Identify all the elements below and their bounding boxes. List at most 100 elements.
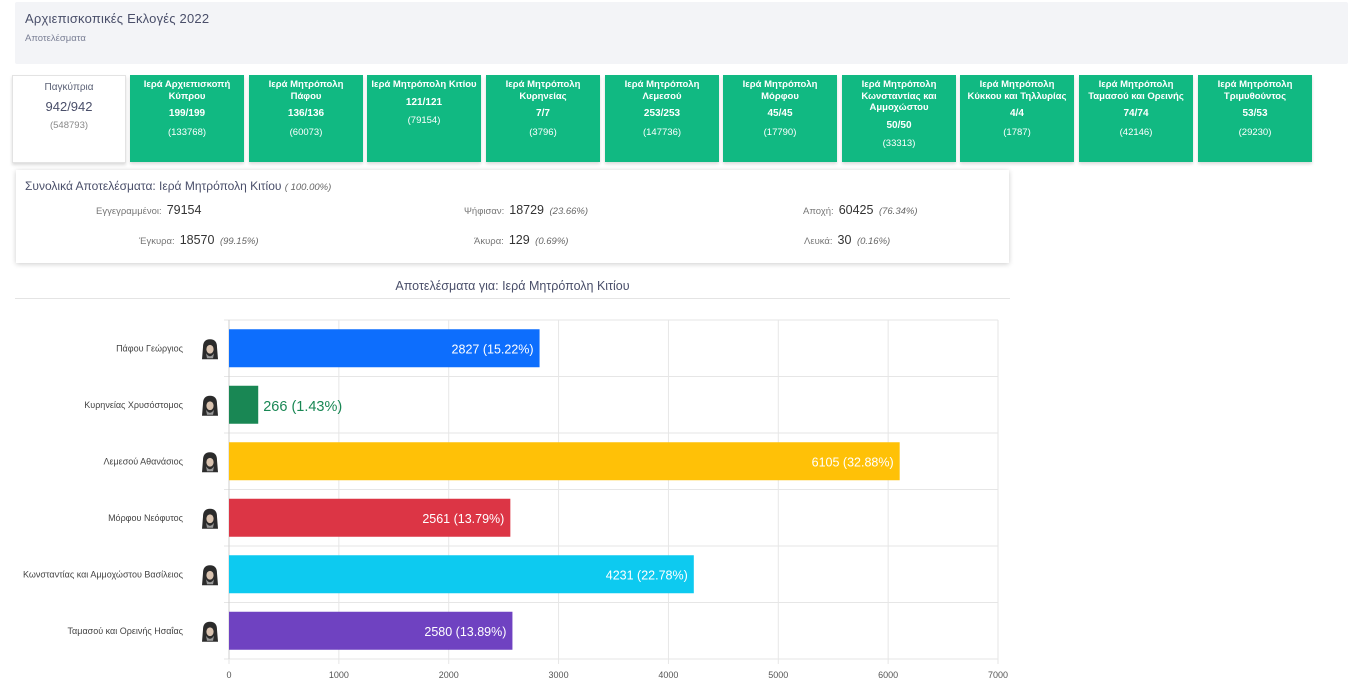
region-tile-votes: (1787) — [1003, 126, 1031, 138]
invalid-stat: Άκυρα: 129 (0.69%) — [474, 233, 568, 247]
region-tile-votes: (60073) — [289, 126, 323, 138]
region-tile-votes: (17790) — [763, 126, 797, 138]
bar — [229, 385, 259, 424]
abstain-value: 60425 — [838, 203, 874, 217]
voted-pct: (23.66%) — [549, 206, 589, 217]
results-bar-chart: 0 1000 2000 3000 4000 5000 6000 7000 Πάφου Γεώργ… — [23, 319, 1008, 680]
candidate-label: Κωνσταντίας και Αμμοχώστου Βασίλειος — [23, 569, 184, 579]
region-tile-count: 136/136 — [287, 108, 325, 119]
region-tile-count: 7/7 — [536, 108, 550, 119]
region-tile-votes: (79154) — [407, 115, 441, 126]
summary-title-pct: ( 100.00%) — [284, 182, 332, 193]
region-tile[interactable]: Ιερά Μητρόπολη Κύκκου και Τηλλυρίας 4/4 (1… — [960, 75, 1074, 162]
blank-label: Λευκά: — [804, 236, 833, 247]
region-tile-name: Ιερά Μητρόπολη Κύκκου και Τηλλυρίας — [967, 79, 1067, 102]
region-tile-name: Ιερά Μητρόπολη Κυρηνείας — [505, 79, 581, 102]
blank-value: 30 — [837, 233, 852, 247]
candidate-label: Λεμεσού Αθανάσιος — [103, 456, 183, 466]
summary-title-text: Συνολικά Αποτελέσματα: Ιερά Μητρόπολη Κι… — [25, 179, 282, 193]
page-title: Αρχιεπισκοπικές Εκλογές 2022 — [25, 11, 210, 26]
region-tile-votes: (29230) — [1238, 126, 1272, 138]
bar-value-label: 266 (1.43%) — [263, 399, 342, 415]
candidate-label: Ταμασού και Ορεινής Ησαΐας — [68, 626, 184, 636]
bishop-avatar-icon — [199, 450, 221, 473]
region-tile-count: 121/121 — [405, 96, 443, 108]
x-tick-label: 7000 — [988, 670, 1008, 680]
region-tile-name: Ιερά Μητρόπολη Κιτίου — [371, 79, 477, 90]
valid-label: Έγκυρα: — [139, 236, 175, 247]
candidate-label: Μόρφου Νεόφυτος — [108, 513, 184, 523]
abstain-pct: (76.34%) — [878, 206, 918, 217]
x-tick-label: 0 — [226, 670, 231, 680]
candidate-label: Κυρηνείας Χρυσόστομος — [84, 400, 183, 410]
summary-title: Συνολικά Αποτελέσματα: Ιερά Μητρόπολη Κι… — [25, 179, 331, 193]
bishop-avatar-icon — [199, 506, 221, 529]
x-tick-label: 3000 — [549, 670, 569, 680]
region-tile-votes: (33313) — [882, 138, 916, 149]
voted-stat: Ψήφισαν: 18729 (23.66%) — [464, 203, 588, 217]
registered-stat: Εγγεγραμμένοι: 79154 — [96, 203, 201, 217]
registered-value: 79154 — [166, 203, 202, 217]
valid-stat: Έγκυρα: 18570 (99.15%) — [139, 233, 259, 247]
region-tile-name: Ιερά Μητρόπολη Πάφου — [268, 79, 344, 102]
bar — [229, 498, 511, 537]
bishop-avatar-icon — [199, 337, 221, 360]
region-tile[interactable]: Ιερά Μητρόπολη Λεμεσού 253/253 (147736) — [605, 75, 719, 162]
region-tile-count: 45/45 — [767, 108, 793, 119]
voted-label: Ψήφισαν: — [464, 206, 505, 217]
region-tile[interactable]: Ιερά Μητρόπολη Τριμυθούντος 53/53 (29230) — [1198, 75, 1312, 162]
region-tile-count: 942/942 — [45, 98, 93, 114]
chart-title: Αποτελέσματα για: Ιερά Μητρόπολη Κιτίου — [395, 279, 630, 293]
bar-value-label: 2580 (13.89%) — [424, 625, 506, 639]
region-tile[interactable]: Ιερά Αρχιεπισκοπή Κύπρου 199/199 (133768) — [130, 75, 244, 162]
bar-value-label: 2827 (15.22%) — [452, 342, 534, 356]
invalid-pct: (0.69%) — [535, 236, 569, 247]
region-tile[interactable]: Ιερά Μητρόπολη Κυρηνείας 7/7 (3796) — [486, 75, 600, 162]
region-tile[interactable]: Ιερά Μητρόπολη Κιτίου 121/121 (79154) — [367, 75, 481, 162]
valid-value: 18570 — [179, 233, 215, 247]
region-tile[interactable]: Ιερά Μητρόπολη Πάφου 136/136 (60073) — [249, 75, 363, 162]
chart-divider — [15, 298, 1010, 299]
invalid-label: Άκυρα: — [474, 236, 504, 247]
region-tile-name: Ιερά Αρχιεπισκοπή Κύπρου — [143, 79, 231, 102]
blank-stat: Λευκά: 30 (0.16%) — [804, 233, 890, 247]
bishop-avatar-icon — [199, 393, 221, 416]
region-tile-votes: (42146) — [1119, 126, 1153, 138]
bar-value-label: 2561 (13.79%) — [422, 512, 504, 526]
registered-label: Εγγεγραμμένοι: — [96, 206, 162, 217]
bar-value-label: 6105 (32.88%) — [812, 455, 894, 469]
region-tile-name: Ιερά Μητρόπολη Τριμυθούντος — [1217, 79, 1293, 102]
region-tile-name: Παγκύπρια — [44, 82, 94, 93]
region-tile-name: Ιερά Μητρόπολη Ταμασού και Ορεινής — [1088, 79, 1184, 102]
region-tile-count: 53/53 — [1242, 108, 1268, 119]
bar — [229, 329, 540, 368]
x-tick-label: 4000 — [658, 670, 678, 680]
region-tile-count: 74/74 — [1123, 108, 1149, 119]
valid-pct: (99.15%) — [219, 236, 259, 247]
region-tile[interactable]: Ιερά Μητρόπολη Μόρφου 45/45 (17790) — [723, 75, 837, 162]
page-header: Αρχιεπισκοπικές Εκλογές 2022 Αποτελέσματ… — [15, 2, 1348, 64]
bishop-avatar-icon — [199, 619, 221, 642]
region-tile-votes: (133768) — [167, 126, 207, 138]
x-tick-label: 1000 — [329, 670, 349, 680]
region-tile-count: 253/253 — [643, 108, 681, 119]
voted-value: 18729 — [509, 203, 545, 217]
region-tile-count: 50/50 — [886, 119, 912, 131]
blank-pct: (0.16%) — [856, 236, 891, 247]
x-tick-label: 5000 — [768, 670, 788, 680]
candidate-label: Πάφου Γεώργιος — [116, 343, 184, 353]
x-tick-label: 2000 — [439, 670, 459, 680]
region-tile[interactable]: Παγκύπρια 942/942 (548793) — [12, 75, 126, 163]
region-tile-count: 199/199 — [168, 108, 206, 119]
bar — [229, 611, 513, 650]
region-tile-count: 4/4 — [1010, 108, 1024, 119]
region-tile[interactable]: Ιερά Μητρόπολη Κωνσταντίας και Αμμοχώστο… — [842, 75, 956, 162]
page-subtitle: Αποτελέσματα — [25, 33, 86, 44]
region-tile-name: Ιερά Μητρόπολη Μόρφου — [742, 79, 818, 102]
x-tick-label: 6000 — [878, 670, 898, 680]
region-tile[interactable]: Ιερά Μητρόπολη Ταμασού και Ορεινής 74/74 (… — [1079, 75, 1193, 162]
region-tile-votes: (147736) — [642, 126, 682, 138]
abstain-label: Αποχή: — [803, 206, 834, 217]
bar — [229, 555, 694, 594]
invalid-value: 129 — [508, 233, 530, 247]
